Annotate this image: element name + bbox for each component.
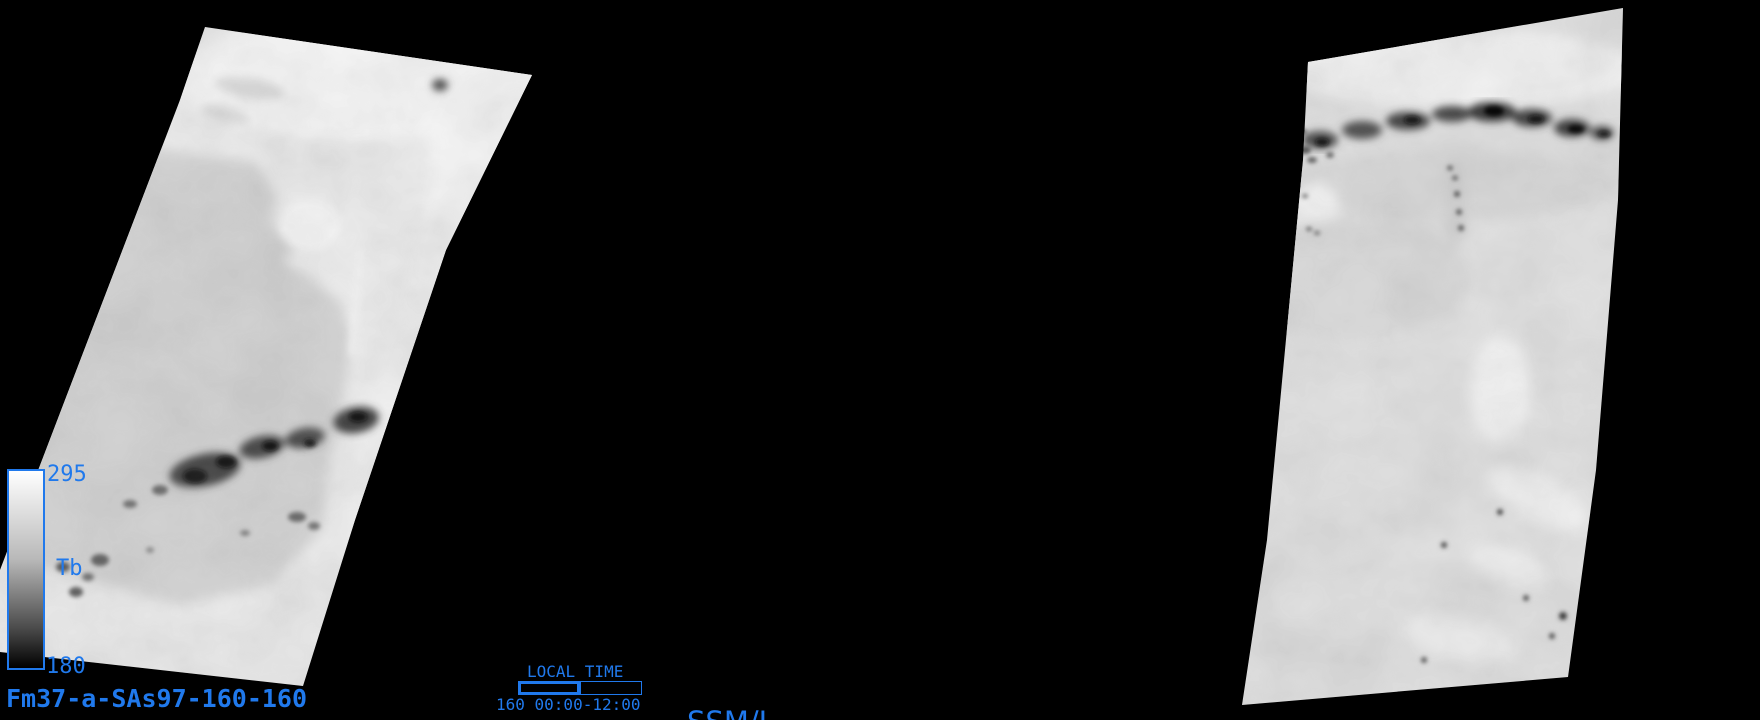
logo-sensor-line: SSM/I — [687, 708, 767, 720]
colorbar-max-label: 295 — [47, 462, 87, 487]
local-time-bar-first-half — [518, 681, 580, 695]
local-time-heading: LOCAL TIME — [527, 662, 624, 681]
local-time-bar-second-half — [580, 681, 642, 695]
ssmi-byu-logo: SSM/I BYU — [687, 660, 767, 720]
colorbar-min-label: 180 — [46, 654, 86, 679]
left-swath-image — [0, 27, 532, 686]
colorbar — [7, 469, 45, 670]
local-time-bar — [518, 681, 642, 695]
local-time-caption: 160 00:00-12:00 — [496, 695, 641, 714]
right-swath-image — [1242, 8, 1623, 705]
image-title: Fm37-a-SAs97-160-160 — [6, 684, 308, 713]
colorbar-gradient — [9, 471, 43, 668]
colorbar-units-label: Tb — [56, 556, 83, 581]
